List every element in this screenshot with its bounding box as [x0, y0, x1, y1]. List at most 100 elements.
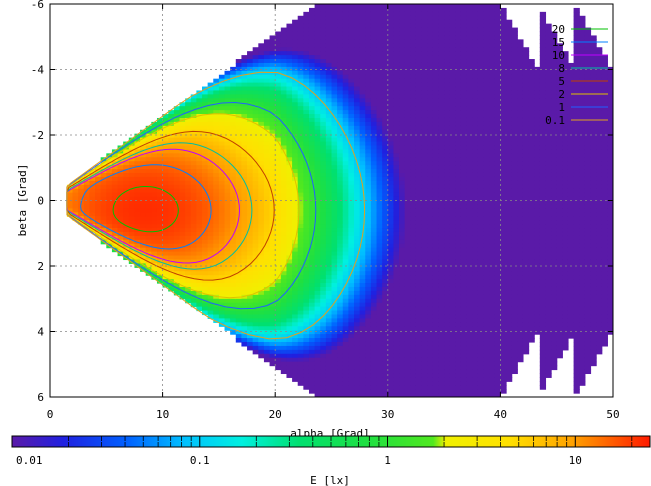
heat-cell — [393, 172, 400, 178]
heat-cell — [387, 220, 395, 225]
heat-cell — [348, 318, 355, 323]
heat-cell — [179, 204, 186, 209]
heat-cell — [449, 365, 456, 371]
heat-cell — [95, 176, 102, 182]
heat-cell — [111, 192, 119, 198]
heat-cell — [247, 176, 254, 182]
heat-cell — [432, 110, 440, 115]
heat-cell — [314, 169, 321, 174]
heat-cell — [376, 314, 383, 319]
heat-cell — [269, 322, 276, 327]
heat-cell — [66, 188, 74, 194]
heat-cell — [173, 153, 181, 158]
heat-cell — [387, 314, 395, 319]
heat-cell — [207, 231, 214, 237]
heat-cell — [331, 302, 338, 308]
heat-cell — [337, 141, 344, 147]
heat-cell — [376, 66, 383, 72]
heat-cell — [128, 231, 136, 237]
heat-cell — [370, 243, 378, 249]
heat-cell — [207, 161, 214, 166]
heat-cell — [415, 326, 423, 331]
heat-cell — [421, 283, 428, 288]
heat-cell — [410, 125, 417, 131]
heat-cell — [404, 239, 411, 245]
heat-cell — [292, 59, 299, 64]
heat-cell — [438, 389, 445, 394]
heat-cell — [432, 381, 440, 386]
heat-cell — [145, 271, 152, 276]
heat-cell — [100, 161, 107, 166]
heat-cell — [297, 216, 304, 221]
heat-cell — [207, 279, 214, 284]
heat-cell — [427, 310, 434, 316]
heat-cell — [404, 137, 411, 143]
heat-cell — [438, 106, 445, 111]
heat-cell — [78, 188, 85, 194]
heat-cell — [460, 15, 468, 21]
heat-cell — [365, 377, 372, 382]
heat-cell — [382, 267, 389, 272]
heat-cell — [297, 31, 304, 37]
heat-cell — [179, 102, 186, 107]
heat-cell — [342, 43, 349, 48]
heat-cell — [179, 294, 186, 300]
heat-cell — [218, 102, 226, 107]
heat-cell — [95, 224, 102, 229]
heat-cell — [376, 70, 383, 76]
heat-cell — [370, 74, 378, 80]
heat-cell — [432, 345, 440, 351]
heat-cell — [179, 184, 186, 190]
heat-cell — [359, 35, 366, 40]
heat-cell — [275, 279, 282, 284]
heat-cell — [354, 121, 361, 127]
heat-cell — [455, 55, 462, 60]
heat-cell — [399, 302, 406, 308]
heat-cell — [263, 294, 271, 300]
heat-cell — [303, 98, 310, 103]
heat-cell — [449, 86, 456, 92]
heat-cell — [145, 137, 152, 143]
heat-cell — [320, 62, 327, 68]
heat-cell — [325, 286, 333, 292]
heat-cell — [393, 180, 400, 186]
heat-cell — [286, 310, 293, 316]
heat-cell — [275, 338, 282, 343]
heat-cell — [376, 338, 383, 343]
heat-cell — [190, 110, 197, 115]
heat-cell — [337, 192, 344, 198]
heat-cell — [314, 125, 321, 131]
heat-cell — [342, 172, 349, 178]
heat-cell — [399, 220, 406, 225]
heat-cell — [275, 298, 282, 304]
heat-cell — [224, 70, 231, 76]
heat-cell — [247, 231, 254, 237]
heat-cell — [286, 314, 293, 319]
heat-cell — [292, 196, 299, 202]
heat-cell — [331, 279, 338, 284]
heat-cell — [348, 357, 355, 363]
heat-cell — [140, 133, 147, 139]
heat-cell — [247, 338, 254, 343]
heat-cell — [140, 216, 147, 221]
heat-cell — [359, 298, 366, 304]
heat-cell — [196, 161, 203, 166]
heat-cell — [376, 263, 383, 268]
heat-cell — [320, 59, 327, 64]
heat-cell — [387, 157, 395, 162]
heat-cell — [331, 345, 338, 351]
heat-cell — [190, 125, 197, 131]
heat-cell — [337, 220, 344, 225]
heat-cell — [427, 334, 434, 339]
heat-cell — [247, 204, 254, 209]
heat-cell — [449, 263, 456, 268]
heat-cell — [224, 176, 231, 182]
heat-cell — [370, 275, 378, 280]
heat-cell — [286, 330, 293, 335]
heat-cell — [444, 326, 451, 331]
heat-cell — [444, 385, 451, 390]
heat-cell — [303, 59, 310, 64]
heat-cell — [202, 117, 209, 123]
heat-cell — [320, 39, 327, 44]
